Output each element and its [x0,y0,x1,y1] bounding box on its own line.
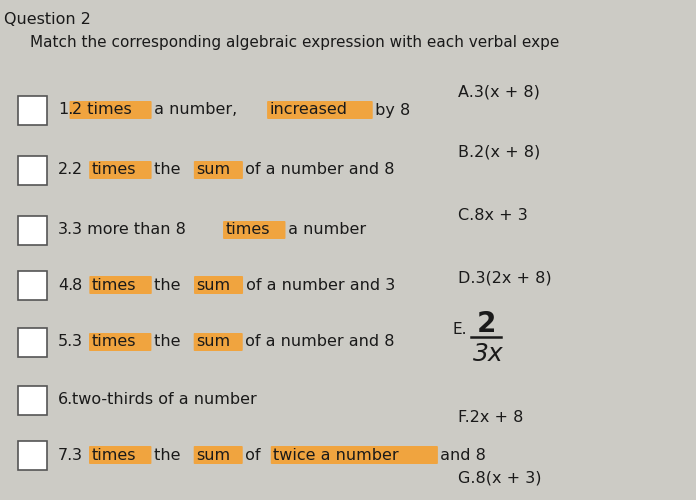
Text: sum: sum [196,278,230,292]
Text: 2: 2 [476,310,496,338]
Text: 7.: 7. [58,448,73,462]
Text: E.: E. [453,322,468,338]
Text: of a number and 3: of a number and 3 [241,278,395,292]
Text: 1.: 1. [58,102,73,118]
Text: C.8x + 3: C.8x + 3 [458,208,528,222]
FancyBboxPatch shape [17,328,47,356]
FancyBboxPatch shape [17,156,47,184]
Text: sum: sum [196,162,230,178]
FancyBboxPatch shape [89,276,152,294]
Text: 3.: 3. [58,222,73,238]
Text: the: the [149,162,186,178]
Text: 2: 2 [72,162,87,178]
FancyBboxPatch shape [267,101,373,119]
FancyBboxPatch shape [89,333,152,351]
FancyBboxPatch shape [17,216,47,244]
FancyBboxPatch shape [193,333,243,351]
Text: and 8: and 8 [436,448,487,462]
Text: of a number and 8: of a number and 8 [240,162,395,178]
Text: times: times [91,334,136,349]
Text: 2.: 2. [58,162,73,178]
Text: F.2x + 8: F.2x + 8 [458,410,523,426]
Text: D.3(2x + 8): D.3(2x + 8) [458,270,552,285]
Text: sum: sum [196,334,230,349]
Text: 3: 3 [72,448,87,462]
Text: Match the corresponding algebraic expression with each verbal expe: Match the corresponding algebraic expres… [30,35,560,50]
FancyBboxPatch shape [17,270,47,300]
Text: by 8: by 8 [370,102,411,118]
FancyBboxPatch shape [70,101,152,119]
Text: 5.: 5. [58,334,73,349]
FancyBboxPatch shape [89,446,152,464]
Text: of a number and 8: of a number and 8 [240,334,395,349]
Text: a number,: a number, [149,102,242,118]
Text: the: the [149,448,186,462]
Text: 2 times: 2 times [72,102,132,118]
FancyBboxPatch shape [17,386,47,414]
FancyBboxPatch shape [17,440,47,470]
Text: times: times [91,448,136,462]
Text: two-thirds of a number: two-thirds of a number [72,392,257,407]
Text: 6.: 6. [58,392,73,407]
Text: Question 2: Question 2 [4,12,91,27]
Text: 3: 3 [72,334,87,349]
Text: A.3(x + 8): A.3(x + 8) [458,84,540,100]
Text: increased: increased [269,102,347,118]
FancyBboxPatch shape [17,96,47,124]
FancyBboxPatch shape [193,446,243,464]
Text: 4.: 4. [58,278,73,292]
Text: 3 more than 8: 3 more than 8 [72,222,191,238]
Text: the: the [149,278,186,292]
Text: sum: sum [196,448,230,462]
Text: G.8(x + 3): G.8(x + 3) [458,470,541,486]
FancyBboxPatch shape [194,161,243,179]
Text: times: times [226,222,270,238]
Text: of: of [240,448,266,462]
Text: 3x: 3x [473,342,504,366]
Text: the: the [149,334,186,349]
FancyBboxPatch shape [223,221,285,239]
Text: twice a number: twice a number [274,448,399,462]
FancyBboxPatch shape [89,161,152,179]
Text: B.2(x + 8): B.2(x + 8) [458,144,540,160]
FancyBboxPatch shape [271,446,438,464]
Text: times: times [92,162,136,178]
FancyBboxPatch shape [194,276,243,294]
Text: 8: 8 [72,278,88,292]
Text: a number: a number [283,222,366,238]
Text: times: times [92,278,136,292]
